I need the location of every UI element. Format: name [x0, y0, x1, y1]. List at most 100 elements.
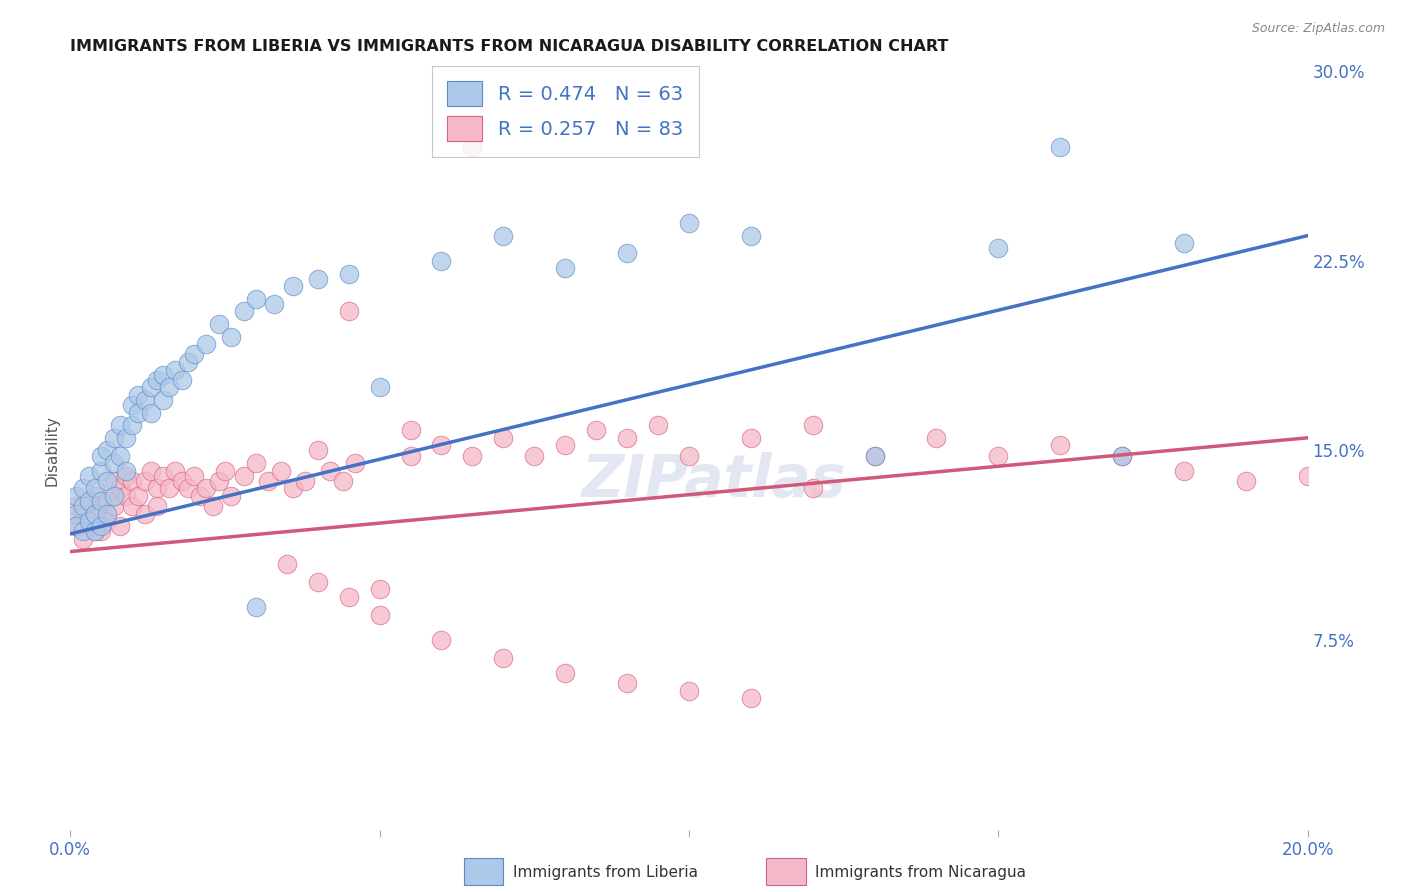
Point	[139, 380, 162, 394]
Point	[65, 499, 87, 513]
Point	[77, 494, 100, 508]
Point	[987, 449, 1010, 463]
Point	[294, 474, 316, 488]
Point	[115, 489, 138, 503]
Point	[108, 418, 131, 433]
Point	[152, 468, 174, 483]
Point	[121, 474, 143, 488]
Text: IMMIGRANTS FROM LIBERIA VS IMMIGRANTS FROM NICARAGUA DISABILITY CORRELATION CHAR: IMMIGRANTS FROM LIBERIA VS IMMIGRANTS FR…	[70, 38, 949, 54]
Point	[96, 443, 118, 458]
Point	[195, 482, 218, 496]
Point	[103, 431, 125, 445]
Point	[678, 683, 700, 698]
Point	[270, 464, 292, 478]
Point	[84, 524, 107, 539]
Point	[1296, 468, 1319, 483]
Point	[740, 431, 762, 445]
Point	[90, 507, 112, 521]
Point	[121, 398, 143, 412]
Point	[337, 267, 360, 281]
Point	[461, 140, 484, 154]
Point	[108, 519, 131, 533]
Point	[399, 423, 422, 437]
Point	[90, 519, 112, 533]
Point	[1173, 236, 1195, 251]
Point	[72, 482, 94, 496]
Point	[103, 499, 125, 513]
Point	[134, 507, 156, 521]
Point	[1049, 438, 1071, 452]
Point	[1049, 140, 1071, 154]
Point	[170, 373, 193, 387]
Point	[337, 304, 360, 318]
Point	[134, 392, 156, 407]
Point	[65, 519, 87, 533]
Point	[183, 347, 205, 361]
Point	[165, 362, 187, 376]
Point	[72, 532, 94, 546]
Point	[281, 482, 304, 496]
Point	[146, 373, 169, 387]
Point	[368, 380, 391, 394]
Legend: R = 0.474   N = 63, R = 0.257   N = 83: R = 0.474 N = 63, R = 0.257 N = 83	[432, 66, 699, 157]
Point	[84, 482, 107, 496]
Point	[139, 405, 162, 420]
Point	[96, 474, 118, 488]
Point	[399, 449, 422, 463]
Point	[863, 449, 886, 463]
Point	[77, 494, 100, 508]
Point	[65, 519, 87, 533]
Point	[84, 507, 107, 521]
Point	[232, 304, 254, 318]
Point	[616, 246, 638, 260]
Point	[319, 464, 342, 478]
Point	[801, 482, 824, 496]
Point	[146, 482, 169, 496]
Point	[90, 464, 112, 478]
Point	[121, 499, 143, 513]
Point	[245, 292, 267, 306]
Point	[127, 388, 149, 402]
Point	[108, 449, 131, 463]
Point	[90, 524, 112, 539]
Point	[103, 456, 125, 470]
Point	[987, 241, 1010, 255]
Point	[183, 468, 205, 483]
Point	[307, 443, 329, 458]
Point	[276, 557, 298, 572]
Point	[127, 489, 149, 503]
Point	[678, 216, 700, 230]
Point	[337, 590, 360, 604]
Point	[523, 449, 546, 463]
Point	[332, 474, 354, 488]
Point	[1173, 464, 1195, 478]
Point	[157, 380, 180, 394]
Point	[740, 691, 762, 706]
Point	[232, 468, 254, 483]
Point	[554, 665, 576, 680]
Point	[103, 474, 125, 488]
Point	[65, 489, 87, 503]
Point	[461, 449, 484, 463]
Point	[492, 228, 515, 243]
Point	[77, 514, 100, 528]
Point	[647, 418, 669, 433]
Point	[157, 482, 180, 496]
Point	[108, 482, 131, 496]
Point	[103, 489, 125, 503]
Point	[90, 449, 112, 463]
Point	[343, 456, 366, 470]
Point	[177, 355, 200, 369]
Point	[115, 464, 138, 478]
Point	[554, 261, 576, 276]
Point	[430, 438, 453, 452]
Point	[134, 474, 156, 488]
Point	[84, 524, 107, 539]
Text: Source: ZipAtlas.com: Source: ZipAtlas.com	[1251, 22, 1385, 36]
Point	[72, 499, 94, 513]
Point	[84, 489, 107, 503]
Point	[925, 431, 948, 445]
Text: Immigrants from Nicaragua: Immigrants from Nicaragua	[815, 865, 1026, 880]
Point	[616, 431, 638, 445]
Point	[177, 482, 200, 496]
